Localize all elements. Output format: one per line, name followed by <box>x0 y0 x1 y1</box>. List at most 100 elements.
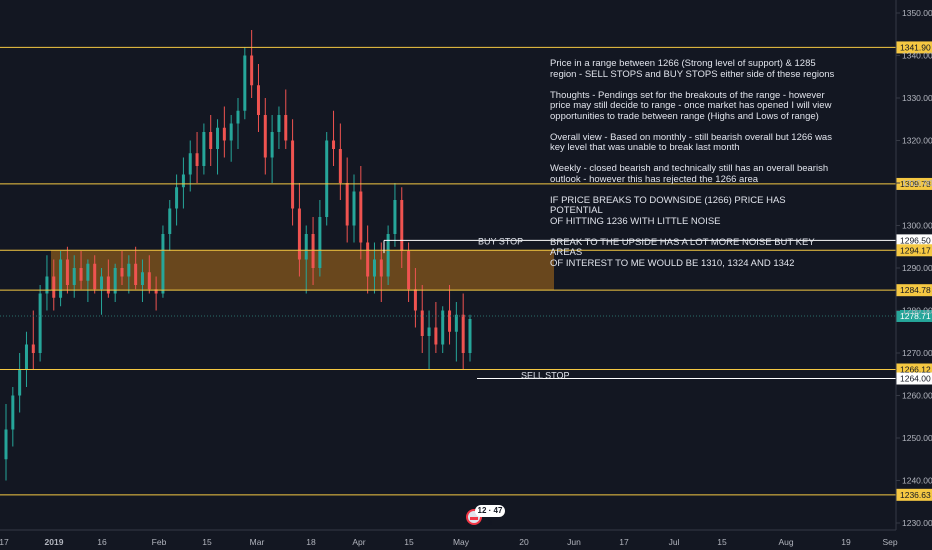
y-tick-label: 1290.00 <box>902 263 932 273</box>
candle-body <box>454 314 458 332</box>
level-price-tag <box>896 284 932 297</box>
x-tick-label: Jul <box>669 537 680 547</box>
note-paragraph: Thoughts - Pendings set for the breakout… <box>550 89 832 122</box>
note-paragraph: Weekly - closed bearish and technically … <box>550 163 829 185</box>
x-tick-label: 17 <box>619 537 629 547</box>
range-zone-rect <box>51 250 554 291</box>
candle-body <box>263 115 267 158</box>
candle-body <box>24 344 28 370</box>
candle-body <box>366 242 370 277</box>
range-zone <box>51 250 554 291</box>
candle-body <box>229 123 233 141</box>
candle-body <box>134 263 138 285</box>
candle-body <box>113 268 117 294</box>
candle-body <box>338 149 342 183</box>
y-tick-label: 1300.00 <box>902 221 932 231</box>
x-tick-label: Apr <box>352 537 365 547</box>
note-paragraph: Overall view - Based on monthly - still … <box>550 131 832 153</box>
x-tick-label: Feb <box>152 537 167 547</box>
y-tick-label: 1240.00 <box>902 476 932 486</box>
x-tick-label: Aug <box>778 537 793 547</box>
candle-body <box>4 429 8 460</box>
candle-body <box>434 327 438 345</box>
level-price-tag <box>896 41 932 54</box>
x-tick-label: 2019 <box>45 537 64 547</box>
x-tick-label: Sep <box>882 537 897 547</box>
level-price-tag <box>896 488 932 501</box>
level-price-tag <box>896 372 932 385</box>
analysis-note[interactable]: Price in a range between 1266 (Strong le… <box>550 58 840 280</box>
candle-body <box>325 140 329 217</box>
candle-body <box>461 314 465 353</box>
level-price-label: 1266.12 <box>900 364 931 374</box>
level-price-tag <box>896 363 932 376</box>
y-tick-label: 1230.00 <box>902 518 932 528</box>
candle-body <box>161 234 165 294</box>
candle-body <box>386 234 390 277</box>
candle-body <box>181 174 185 188</box>
x-tick-label: 17 <box>0 537 9 547</box>
candle-body <box>393 200 397 234</box>
level-price-label: 1284.78 <box>900 285 931 295</box>
sell-stop-label: SELL STOP <box>521 371 570 381</box>
note-paragraph: BREAK TO THE UPSIDE HAS A LOT MORE NOISE… <box>550 236 815 269</box>
candle-body <box>100 276 104 290</box>
level-price-label: 1309.78 <box>900 179 931 189</box>
candle-body <box>195 153 199 166</box>
x-tick-label: 15 <box>404 537 414 547</box>
note-paragraph: Price in a range between 1266 (Strong le… <box>550 58 835 80</box>
candle-body <box>120 268 124 277</box>
candle-body <box>297 208 301 260</box>
candle-body <box>400 200 404 251</box>
level-price-label: 1294.17 <box>900 245 931 255</box>
candle-body <box>291 140 295 209</box>
candle-body <box>318 217 322 268</box>
candle-body <box>216 127 220 149</box>
level-price-label: 1264.00 <box>900 374 931 384</box>
candle-body <box>304 234 308 260</box>
buy-stop-label: BUY STOP <box>478 236 523 246</box>
x-tick-label: 15 <box>717 537 727 547</box>
candle-body <box>284 115 288 141</box>
brand-badge[interactable]: 12 · 47 3 <box>466 505 506 527</box>
level-price-tag <box>896 234 932 247</box>
candle-body <box>45 276 49 294</box>
candle-body <box>413 289 417 311</box>
candle-body <box>236 110 240 124</box>
candle-body <box>379 259 383 277</box>
x-tick-label: 18 <box>306 537 316 547</box>
candle-body <box>352 191 356 226</box>
candle-body <box>79 268 83 281</box>
badge-text: 12 · 47 3 <box>475 505 505 527</box>
candle-body <box>448 310 452 332</box>
y-tick-label: 1320.00 <box>902 136 932 146</box>
candle-body <box>147 272 151 290</box>
x-tick-label: 20 <box>519 537 529 547</box>
y-tick-label: 1250.00 <box>902 433 932 443</box>
candle-body <box>18 370 22 396</box>
candle-body <box>188 153 192 175</box>
x-tick-label: 16 <box>97 537 107 547</box>
candle-body <box>175 187 179 209</box>
candle-body <box>345 183 349 226</box>
level-price-tag <box>896 309 932 322</box>
candle-body <box>270 132 274 158</box>
level-price-tag <box>896 244 932 257</box>
y-tick-label: 1260.00 <box>902 391 932 401</box>
x-tick-label: Mar <box>250 537 265 547</box>
candle-body <box>250 55 254 86</box>
candle-body <box>256 85 260 115</box>
candle-body <box>277 115 281 132</box>
candle-body <box>420 310 424 336</box>
candle-body <box>93 263 97 290</box>
candle-body <box>168 208 172 234</box>
candle-body <box>38 293 42 353</box>
candle-body <box>332 140 336 149</box>
candle-body <box>52 276 56 298</box>
x-tick-label: 19 <box>841 537 851 547</box>
candle-body <box>311 234 315 268</box>
candle-body <box>441 310 445 345</box>
